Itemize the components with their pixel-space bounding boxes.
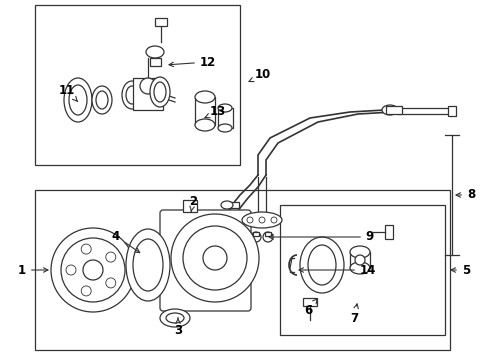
Bar (195, 97, 215, 125)
Bar (183, 200, 197, 212)
Circle shape (81, 244, 91, 254)
Ellipse shape (307, 245, 335, 285)
Circle shape (83, 260, 103, 280)
Bar (155, 18, 167, 26)
Ellipse shape (122, 81, 142, 109)
Ellipse shape (160, 309, 190, 327)
Ellipse shape (195, 119, 215, 131)
Text: 7: 7 (349, 304, 358, 324)
Text: 1: 1 (18, 264, 48, 276)
Circle shape (81, 286, 91, 296)
Bar (133, 78, 163, 110)
Bar (252, 232, 259, 236)
Ellipse shape (69, 85, 87, 115)
Bar (218, 108, 232, 128)
Bar (303, 298, 316, 306)
Text: 4: 4 (112, 230, 140, 253)
Circle shape (61, 238, 125, 302)
Ellipse shape (150, 77, 170, 107)
Circle shape (171, 214, 259, 302)
Circle shape (263, 232, 272, 242)
Ellipse shape (218, 104, 231, 112)
Ellipse shape (96, 91, 108, 109)
Circle shape (105, 252, 116, 262)
Bar (384, 225, 392, 239)
Ellipse shape (133, 239, 163, 291)
Ellipse shape (64, 78, 92, 122)
Ellipse shape (195, 91, 215, 103)
Ellipse shape (165, 313, 183, 323)
Bar (447, 106, 455, 116)
Ellipse shape (381, 105, 397, 115)
Text: 5: 5 (450, 264, 469, 276)
Text: 2: 2 (188, 195, 197, 211)
Ellipse shape (126, 229, 170, 301)
Circle shape (250, 232, 261, 242)
Bar (385, 106, 401, 114)
Circle shape (246, 217, 252, 223)
Circle shape (51, 228, 135, 312)
Text: 9: 9 (268, 230, 373, 243)
Ellipse shape (218, 124, 231, 132)
Ellipse shape (146, 46, 163, 58)
Circle shape (66, 265, 76, 275)
Circle shape (203, 246, 226, 270)
Circle shape (105, 278, 116, 288)
Bar (150, 58, 161, 66)
Ellipse shape (154, 82, 165, 102)
Bar (35, 5, 240, 165)
Text: 8: 8 (455, 189, 474, 202)
Ellipse shape (299, 237, 343, 293)
Ellipse shape (349, 262, 369, 274)
Bar (226, 202, 239, 208)
Circle shape (140, 78, 156, 94)
Ellipse shape (349, 246, 369, 258)
Circle shape (183, 226, 246, 290)
Bar (35, 190, 449, 350)
Circle shape (354, 255, 364, 265)
Ellipse shape (221, 201, 232, 209)
Ellipse shape (126, 86, 138, 104)
Bar (264, 232, 270, 236)
Bar (349, 252, 369, 268)
Text: 6: 6 (303, 299, 317, 316)
Text: 3: 3 (174, 318, 182, 337)
Text: 13: 13 (204, 105, 225, 118)
FancyBboxPatch shape (160, 210, 250, 311)
Text: 10: 10 (248, 68, 270, 82)
Text: 14: 14 (298, 264, 375, 276)
Circle shape (259, 217, 264, 223)
Ellipse shape (92, 86, 112, 114)
Circle shape (270, 217, 276, 223)
Text: 11: 11 (59, 84, 77, 102)
Text: 12: 12 (169, 55, 216, 68)
Bar (280, 205, 444, 335)
Ellipse shape (242, 212, 282, 228)
